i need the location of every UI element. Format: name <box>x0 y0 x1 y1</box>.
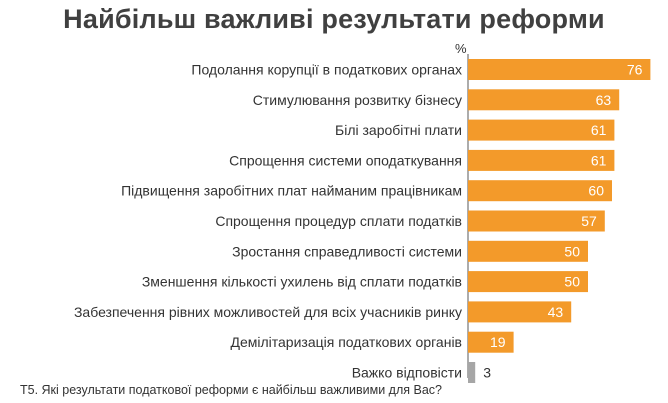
bar <box>468 89 620 111</box>
bar <box>468 362 476 383</box>
value-label: 61 <box>591 122 607 138</box>
bar <box>468 149 615 171</box>
bar <box>468 180 612 202</box>
category-label: Зростання справедливості системи <box>232 243 462 259</box>
category-label: Подолання корупції в податкових органах <box>191 62 462 78</box>
bar <box>468 59 651 80</box>
unit-label: % <box>455 41 467 56</box>
bar <box>468 210 605 232</box>
value-label: 19 <box>490 334 506 350</box>
value-label: 76 <box>627 62 643 78</box>
category-label: Стимулювання розвитку бізнесу <box>253 92 462 108</box>
category-label: Забезпечення рівних можливостей для всіх… <box>74 304 462 320</box>
value-label: 60 <box>588 183 604 199</box>
bar <box>468 331 514 353</box>
bar <box>468 271 588 293</box>
bar <box>468 119 615 141</box>
value-label: 3 <box>483 365 491 381</box>
value-label: 43 <box>548 304 564 320</box>
value-label: 50 <box>564 274 580 290</box>
chart-title: Найбільш важливі результати реформи <box>63 4 605 34</box>
value-label: 61 <box>591 152 607 168</box>
bar <box>468 240 588 262</box>
category-label: Демілітаризація податкових органів <box>230 334 462 350</box>
category-label: Спрощення процедур сплати податків <box>215 213 462 229</box>
category-label: Білі заробітні плати <box>335 122 462 138</box>
footnote: Т5. Які результати податкової реформи є … <box>20 383 443 397</box>
category-label: Спрощення системи оподаткування <box>229 152 462 168</box>
value-label: 50 <box>564 243 580 259</box>
bar <box>468 301 572 323</box>
value-label: 57 <box>581 213 597 229</box>
category-label: Підвищення заробітних плат найманим прац… <box>121 183 462 199</box>
category-label: Важко відповісти <box>352 365 462 381</box>
category-label: Зменшення кількості ухилень від сплати п… <box>142 274 462 290</box>
value-label: 63 <box>596 92 612 108</box>
